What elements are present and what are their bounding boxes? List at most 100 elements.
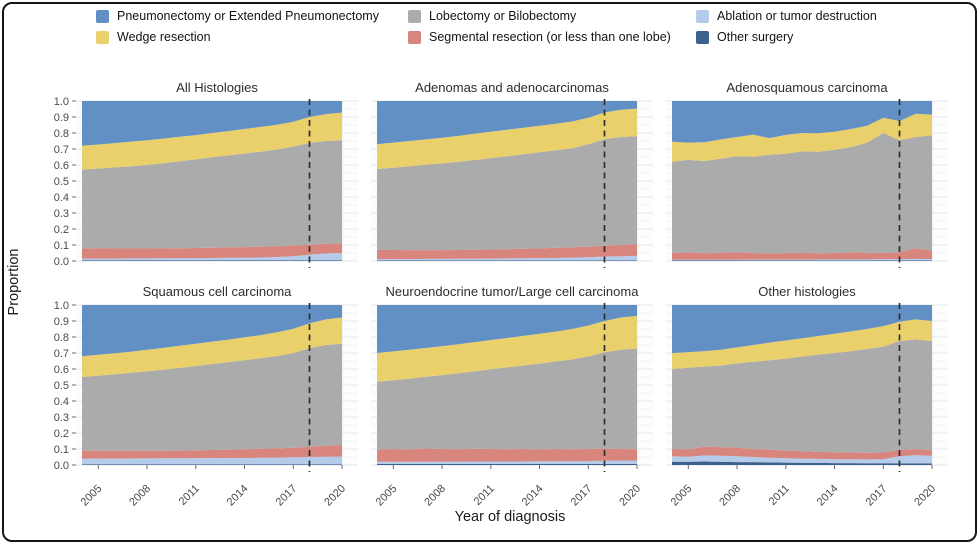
y-tick-label: 0.3 (54, 412, 69, 424)
x-tick-label: 2020 (617, 483, 643, 509)
y-tick-label: 0.2 (54, 428, 69, 440)
legend-key-icon (696, 10, 709, 23)
area-band-ablation-or-tumor-destruction (672, 455, 932, 464)
legend: Pneumonectomy or Extended Pneumonectomy L… (96, 9, 877, 45)
area-band-segmental-resection-or-less-than-one-lobe (377, 448, 637, 462)
area-band-other-surgery (672, 461, 932, 465)
x-tick-label: 2005 (669, 483, 695, 509)
panel-title: Adenosquamous carcinoma (726, 80, 888, 95)
x-tick-label: 2008 (717, 483, 743, 509)
x-tick-label: 2017 (274, 483, 300, 509)
panel-title: Adenomas and adenocarcinomas (415, 80, 609, 95)
area-band-pneumonectomy-or-extended-pneumonectomy (82, 305, 342, 357)
x-tick-label: 2017 (569, 483, 595, 509)
legend-item-segmental-resection-or-less-than-one-lobe: Segmental resection (or less than one lo… (408, 30, 696, 45)
y-tick-label: 0.8 (54, 128, 69, 140)
x-axis-title: Year of diagnosis (454, 509, 566, 525)
y-tick-label: 0.7 (54, 348, 69, 360)
area-band-segmental-resection-or-less-than-one-lobe (82, 243, 342, 259)
legend-item-pneumonectomy-or-extended-pneumonectomy: Pneumonectomy or Extended Pneumonectomy (96, 9, 408, 24)
legend-item-label: Other surgery (717, 30, 794, 44)
y-tick-label: 0.2 (54, 224, 69, 236)
area-band-ablation-or-tumor-destruction (377, 255, 637, 261)
legend-key-icon (408, 31, 421, 44)
legend-item-label: Wedge resection (117, 30, 211, 44)
area-band-lobectomy-or-bilobectomy (82, 140, 342, 249)
x-tick-label: 2008 (422, 483, 448, 509)
legend-item-lobectomy-or-bilobectomy: Lobectomy or Bilobectomy (408, 9, 696, 24)
area-band-pneumonectomy-or-extended-pneumonectomy (82, 101, 342, 146)
area-band-lobectomy-or-bilobectomy (672, 339, 932, 453)
legend-key-icon (408, 10, 421, 23)
legend-item-label: Pneumonectomy or Extended Pneumonectomy (117, 9, 379, 23)
facet-panel-adenosquamous-carcinoma: Adenosquamous carcinoma (666, 80, 948, 268)
area-band-other-surgery (377, 464, 637, 465)
area-band-ablation-or-tumor-destruction (82, 253, 342, 261)
y-tick-label: 0.8 (54, 332, 69, 344)
area-band-ablation-or-tumor-destruction (377, 460, 637, 464)
y-tick-label: 0.7 (54, 144, 69, 156)
area-band-segmental-resection-or-less-than-one-lobe (377, 244, 637, 260)
y-tick-label: 0.1 (54, 444, 69, 456)
y-tick-label: 0.6 (54, 160, 69, 172)
x-tick-label: 2020 (322, 483, 348, 509)
area-band-pneumonectomy-or-extended-pneumonectomy (672, 305, 932, 353)
area-band-other-surgery (82, 464, 342, 465)
x-tick-label: 2017 (864, 483, 890, 509)
area-band-lobectomy-or-bilobectomy (82, 343, 342, 451)
legend-item-label: Segmental resection (or less than one lo… (429, 30, 671, 44)
x-tick-label: 2011 (177, 483, 202, 508)
legend-item-label: Ablation or tumor destruction (717, 9, 877, 23)
y-tick-label: 0.6 (54, 364, 69, 376)
area-band-lobectomy-or-bilobectomy (377, 348, 637, 450)
area-band-wedge-resection (377, 315, 637, 382)
x-tick-label: 2005 (374, 483, 400, 509)
area-band-ablation-or-tumor-destruction (672, 258, 932, 261)
legend-item-label: Lobectomy or Bilobectomy (429, 9, 577, 23)
y-tick-label: 0.0 (54, 256, 69, 268)
area-band-wedge-resection (377, 108, 637, 169)
facet-panel-adenomas-and-adenocarcinomas: Adenomas and adenocarcinomas (371, 80, 653, 268)
area-band-wedge-resection (82, 112, 342, 170)
panel-title: Other histologies (758, 284, 856, 299)
x-tick-label: 2008 (127, 483, 153, 509)
y-tick-label: 0.4 (54, 396, 69, 408)
area-band-segmental-resection-or-less-than-one-lobe (672, 248, 932, 260)
facet-panel-all-histologies: All Histologies 0.0 0.1 0.2 0.3 0.4 0.5 0.6 0.7 0… (54, 80, 358, 268)
legend-item-ablation-or-tumor-destruction: Ablation or tumor destruction (696, 9, 877, 24)
area-band-wedge-resection (672, 319, 932, 369)
area-band-other-surgery (82, 260, 342, 261)
area-band-other-surgery (672, 260, 932, 261)
panel-title: All Histologies (176, 80, 258, 95)
y-tick-label: 1.0 (54, 300, 69, 312)
facet-panel-other-histologies: Other histologies 2005 2008 2011 2014 2017 202… (666, 284, 948, 508)
x-tick-label: 2011 (767, 483, 792, 508)
legend-key-icon (96, 10, 109, 23)
legend-item-other-surgery: Other surgery (696, 30, 877, 45)
legend-item-wedge-resection: Wedge resection (96, 30, 408, 45)
area-band-ablation-or-tumor-destruction (82, 456, 342, 465)
x-tick-label: 2020 (912, 483, 938, 509)
y-tick-label: 0.4 (54, 192, 69, 204)
area-band-lobectomy-or-bilobectomy (672, 133, 932, 254)
legend-key-icon (96, 31, 109, 44)
panel-title: Neuroendocrine tumor/Large cell carcinom… (386, 284, 640, 299)
facet-panel-neuroendocrine-tumor-large-cell-carcinoma: Neuroendocrine tumor/Large cell carcinom… (371, 284, 653, 508)
y-tick-label: 0.5 (54, 380, 69, 392)
x-tick-label: 2014 (520, 483, 546, 509)
panel-title: Squamous cell carcinoma (143, 284, 293, 299)
y-tick-label: 0.0 (54, 460, 69, 472)
x-tick-label: 2014 (225, 483, 251, 509)
area-band-pneumonectomy-or-extended-pneumonectomy (672, 101, 932, 143)
x-tick-label: 2014 (815, 483, 841, 509)
x-tick-label: 2011 (472, 483, 497, 508)
y-tick-label: 0.9 (54, 316, 69, 328)
facet-panel-squamous-cell-carcinoma: Squamous cell carcinoma 0.0 0.1 0.2 0.3 0.4 0.… (54, 284, 358, 508)
y-tick-label: 0.1 (54, 240, 69, 252)
y-tick-label: 0.9 (54, 112, 69, 124)
y-tick-label: 0.5 (54, 176, 69, 188)
y-tick-label: 1.0 (54, 96, 69, 108)
area-band-pneumonectomy-or-extended-pneumonectomy (377, 101, 637, 145)
y-tick-label: 0.3 (54, 208, 69, 220)
